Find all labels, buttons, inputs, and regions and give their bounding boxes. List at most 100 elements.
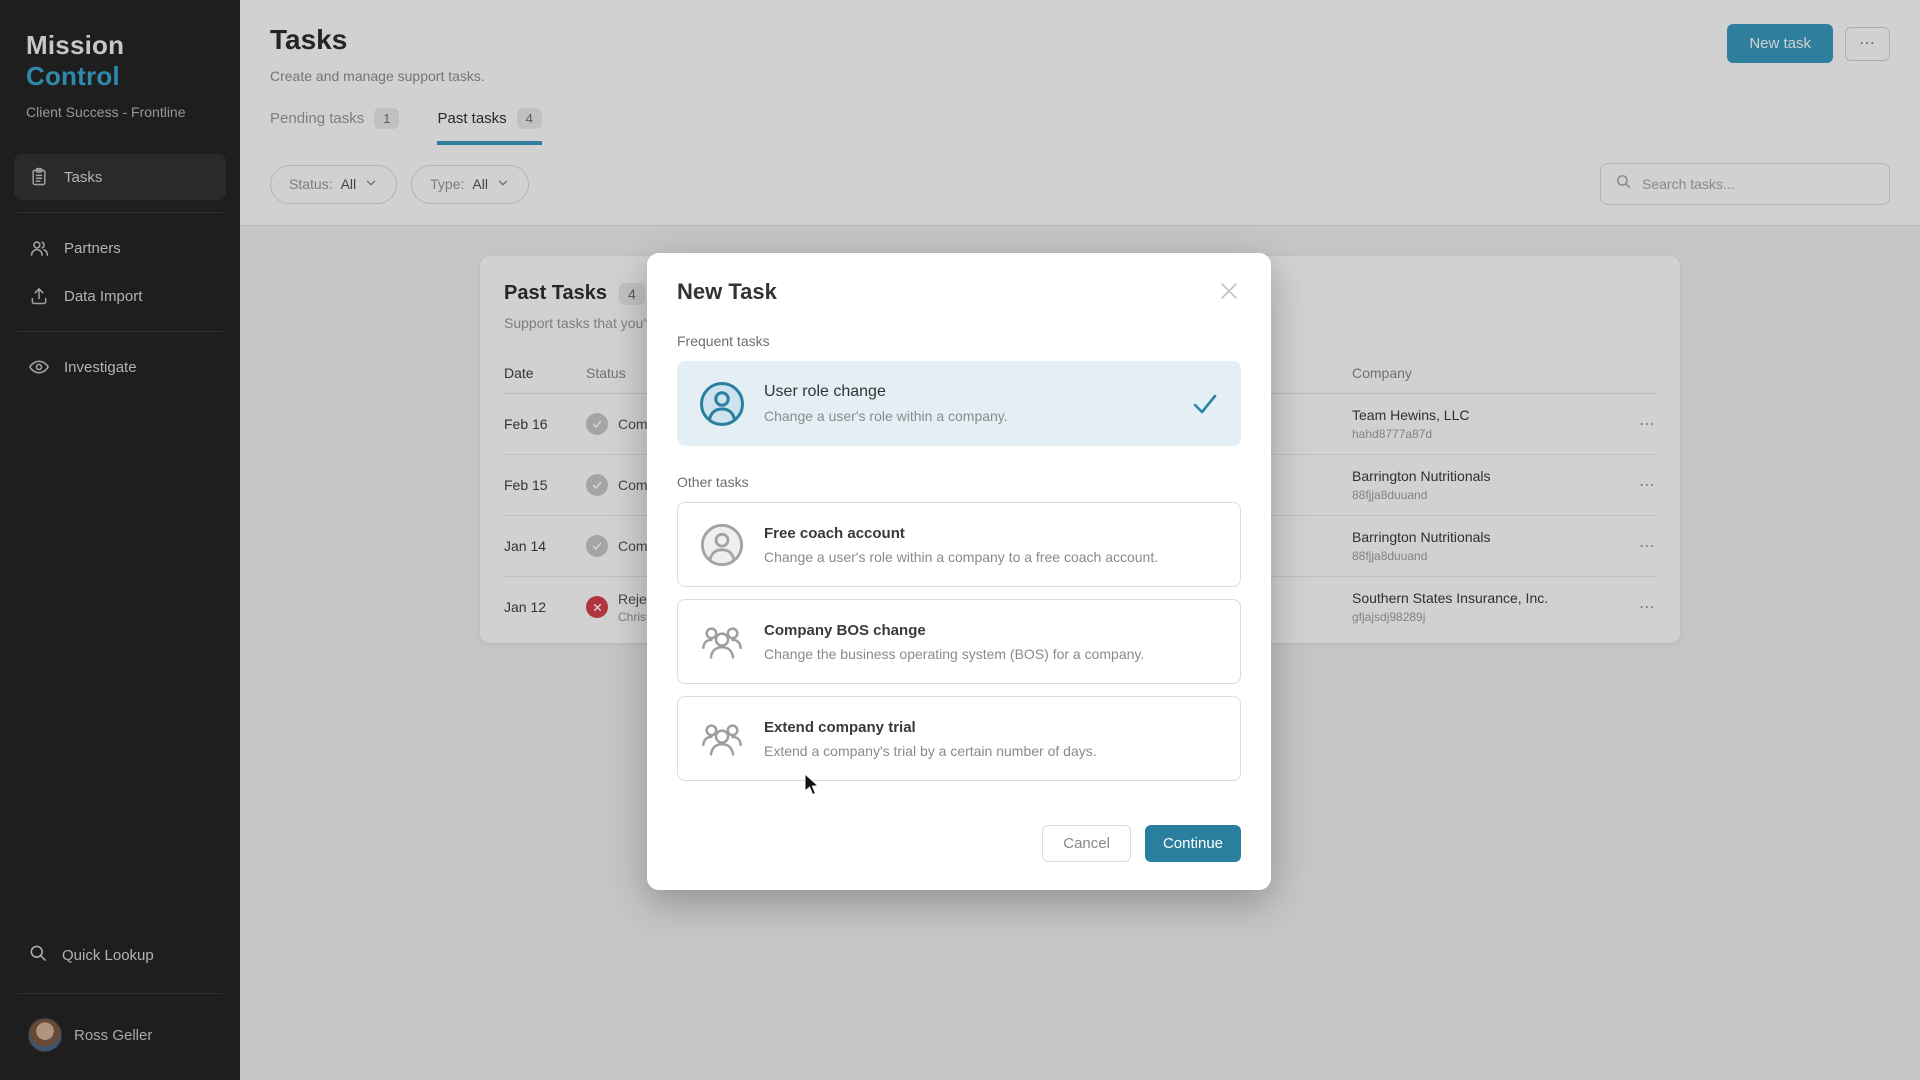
search-input[interactable] bbox=[1642, 176, 1875, 192]
search-icon bbox=[1615, 173, 1632, 195]
user-menu[interactable]: Ross Geller bbox=[14, 1008, 226, 1062]
people-icon bbox=[28, 237, 50, 259]
sidebar-item-label: Tasks bbox=[64, 168, 103, 186]
option-title: Company BOS change bbox=[764, 621, 926, 639]
tab-pending-tasks[interactable]: Pending tasks 1 bbox=[270, 108, 400, 145]
tab-label: Pending tasks bbox=[270, 110, 365, 127]
user-circle-icon bbox=[698, 380, 746, 428]
check-circle-icon bbox=[586, 474, 608, 496]
quick-lookup-button[interactable]: Quick Lookup bbox=[14, 931, 226, 979]
brand-name: Mission Control bbox=[26, 30, 214, 92]
company-name: Barrington Nutritionals bbox=[1352, 468, 1491, 484]
modal-title: New Task bbox=[677, 279, 777, 304]
company-name: Team Hewins, LLC bbox=[1352, 407, 1470, 423]
x-circle-icon bbox=[586, 596, 608, 618]
tab-count-badge: 4 bbox=[516, 108, 542, 129]
row-actions-button[interactable]: ⋯ bbox=[1639, 599, 1656, 616]
sidebar-item-partners[interactable]: Partners bbox=[14, 225, 226, 271]
option-description: Change a user's role within a company. bbox=[764, 408, 1008, 424]
user-name: Ross Geller bbox=[74, 1026, 153, 1044]
task-date: Jan 12 bbox=[504, 599, 547, 615]
check-icon bbox=[1190, 389, 1220, 419]
type-filter-dropdown[interactable]: Type: All bbox=[411, 164, 529, 204]
brand-name-accent: Control bbox=[26, 61, 120, 91]
sidebar-divider bbox=[18, 212, 222, 213]
column-header-status: Status bbox=[586, 365, 626, 381]
users-group-icon bbox=[698, 715, 746, 763]
task-date: Feb 16 bbox=[504, 416, 548, 432]
option-description: Extend a company's trial by a certain nu… bbox=[764, 742, 1097, 759]
company-name: Barrington Nutritionals bbox=[1352, 529, 1491, 545]
brand-subtitle: Client Success - Frontline bbox=[26, 104, 186, 120]
other-tasks-label: Other tasks bbox=[677, 474, 749, 490]
new-task-button[interactable]: New task bbox=[1727, 24, 1833, 63]
company-id: hahd8777a87d bbox=[1352, 427, 1433, 441]
filter-row: Status: All Type: All bbox=[270, 145, 1890, 225]
chevron-down-icon bbox=[496, 176, 510, 193]
page-header: Tasks Create and manage support tasks. N… bbox=[240, 0, 1920, 226]
status-filter-value: All bbox=[340, 176, 357, 192]
column-header-date: Date bbox=[504, 365, 534, 381]
brand: Mission Control Client Success - Frontli… bbox=[0, 0, 240, 130]
sidebar-item-data-import[interactable]: Data Import bbox=[14, 273, 226, 319]
task-date: Feb 15 bbox=[504, 477, 548, 493]
more-options-button[interactable]: ⋯ bbox=[1845, 26, 1890, 61]
sidebar-item-label: Investigate bbox=[64, 358, 137, 376]
sidebar-item-investigate[interactable]: Investigate bbox=[14, 344, 226, 390]
users-group-icon bbox=[698, 618, 746, 666]
page-subtitle: Create and manage support tasks. bbox=[270, 68, 485, 84]
sidebar-item-label: Partners bbox=[64, 239, 121, 257]
continue-button[interactable]: Continue bbox=[1144, 825, 1241, 862]
column-header-company: Company bbox=[1352, 365, 1412, 381]
company-name: Southern States Insurance, Inc. bbox=[1352, 590, 1549, 606]
tab-past-tasks[interactable]: Past tasks 4 bbox=[437, 108, 542, 145]
row-actions-button[interactable]: ⋯ bbox=[1639, 477, 1656, 494]
sidebar-divider bbox=[18, 993, 222, 994]
search-icon bbox=[28, 943, 48, 967]
new-task-modal: New Task Frequent tasks User role change… bbox=[647, 253, 1271, 890]
avatar bbox=[28, 1018, 62, 1052]
tab-label: Past tasks bbox=[437, 110, 507, 127]
task-option-company-bos-change[interactable]: Company BOS change Change the business o… bbox=[677, 599, 1241, 684]
status-filter-dropdown[interactable]: Status: All bbox=[270, 164, 398, 204]
task-date: Jan 14 bbox=[504, 538, 547, 554]
type-filter-label: Type: bbox=[430, 176, 465, 192]
option-title: Extend company trial bbox=[764, 718, 916, 736]
card-count-badge: 4 bbox=[619, 282, 645, 305]
tab-count-badge: 1 bbox=[374, 108, 400, 129]
sidebar-divider bbox=[18, 331, 222, 332]
task-option-free-coach-account[interactable]: Free coach account Change a user's role … bbox=[677, 502, 1241, 587]
row-actions-button[interactable]: ⋯ bbox=[1639, 538, 1656, 555]
type-filter-value: All bbox=[472, 176, 488, 192]
quick-lookup-label: Quick Lookup bbox=[62, 946, 154, 964]
task-option-user-role-change[interactable]: User role change Change a user's role wi… bbox=[677, 361, 1241, 446]
sidebar-item-label: Data Import bbox=[64, 287, 143, 305]
row-actions-button[interactable]: ⋯ bbox=[1639, 416, 1656, 433]
sidebar: Mission Control Client Success - Frontli… bbox=[0, 0, 240, 1080]
company-id: gfjajsdj98289j bbox=[1352, 610, 1426, 624]
user-circle-icon bbox=[698, 521, 746, 569]
brand-name-primary: Mission bbox=[26, 30, 125, 60]
tabs: Pending tasks 1 Past tasks 4 bbox=[270, 108, 1890, 145]
sidebar-item-tasks[interactable]: Tasks bbox=[14, 154, 226, 200]
company-id: 88fjja8duuand bbox=[1352, 549, 1428, 563]
upload-icon bbox=[28, 285, 50, 307]
tasks-table: Date Status Company Feb 16 Completed Tea… bbox=[504, 357, 1656, 637]
chevron-down-icon bbox=[364, 176, 378, 193]
clipboard-icon bbox=[28, 166, 50, 188]
close-icon[interactable] bbox=[1217, 279, 1241, 303]
sidebar-nav: Tasks Partners Data Import Invest bbox=[0, 152, 240, 392]
status-filter-label: Status: bbox=[289, 176, 333, 192]
check-circle-icon bbox=[586, 413, 608, 435]
option-description: Change the business operating system (BO… bbox=[764, 645, 1145, 662]
option-title: User role change bbox=[764, 383, 886, 400]
page-title: Tasks bbox=[270, 24, 348, 55]
task-option-extend-company-trial[interactable]: Extend company trial Extend a company's … bbox=[677, 696, 1241, 781]
option-description: Change a user's role within a company to… bbox=[764, 548, 1159, 565]
option-title: Free coach account bbox=[764, 524, 905, 542]
cancel-button[interactable]: Cancel bbox=[1042, 825, 1131, 862]
frequent-tasks-label: Frequent tasks bbox=[677, 333, 770, 349]
eye-icon bbox=[28, 356, 50, 378]
check-circle-icon bbox=[586, 535, 608, 557]
card-title: Past Tasks bbox=[504, 282, 608, 304]
